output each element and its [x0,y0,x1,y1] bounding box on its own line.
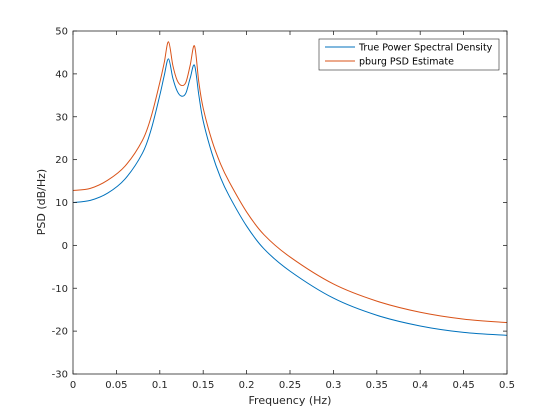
series-line-pburg-estimate [72,41,508,324]
y-tick-label: 20 [55,155,68,166]
x-tick-label: 0.3 [325,380,341,391]
y-tick-label: -10 [52,284,68,295]
y-axis-label: PSD (dB/Hz) [35,169,48,235]
y-tick-label: 30 [55,112,68,123]
y-tick-label: -20 [52,327,68,338]
y-tick-label: 40 [55,69,68,80]
x-tick-label: 0.45 [452,380,474,391]
x-tick-label: 0.05 [105,380,127,391]
x-axis-ticks: 0 0.05 0.1 0.15 0.2 0.25 0.3 0.35 0.4 0.45 0.5 [70,31,515,391]
x-tick-label: 0 [70,380,76,391]
series-layer [72,41,508,336]
plot-area [73,31,507,374]
axes: 0 0.05 0.1 0.15 0.2 0.25 0.3 0.35 0.4 0.45 0.5 -30… [52,27,515,392]
y-tick-label: 0 [62,241,68,252]
legend-box [318,38,500,71]
x-tick-label: 0.35 [366,380,388,391]
y-tick-label: -30 [52,370,68,381]
x-tick-label: 0.15 [192,380,214,391]
x-axis-label: Frequency (Hz) [249,394,332,407]
x-tick-label: 0.5 [499,380,515,391]
legend-label-true-psd: True Power Spectral Density [358,43,493,54]
y-tick-label: 50 [55,27,68,38]
legend: True Power Spectral Density pburg PSD Es… [318,38,500,71]
y-tick-label: 10 [55,198,68,209]
x-tick-label: 0.2 [239,380,255,391]
series-line-true-psd [72,58,508,336]
x-tick-label: 0.1 [152,380,168,391]
x-tick-label: 0.4 [412,380,428,391]
x-tick-label: 0.25 [279,380,301,391]
y-axis-ticks: -30 -20 -10 0 10 20 30 40 50 [52,27,507,381]
legend-label-pburg: pburg PSD Estimate [359,57,454,68]
